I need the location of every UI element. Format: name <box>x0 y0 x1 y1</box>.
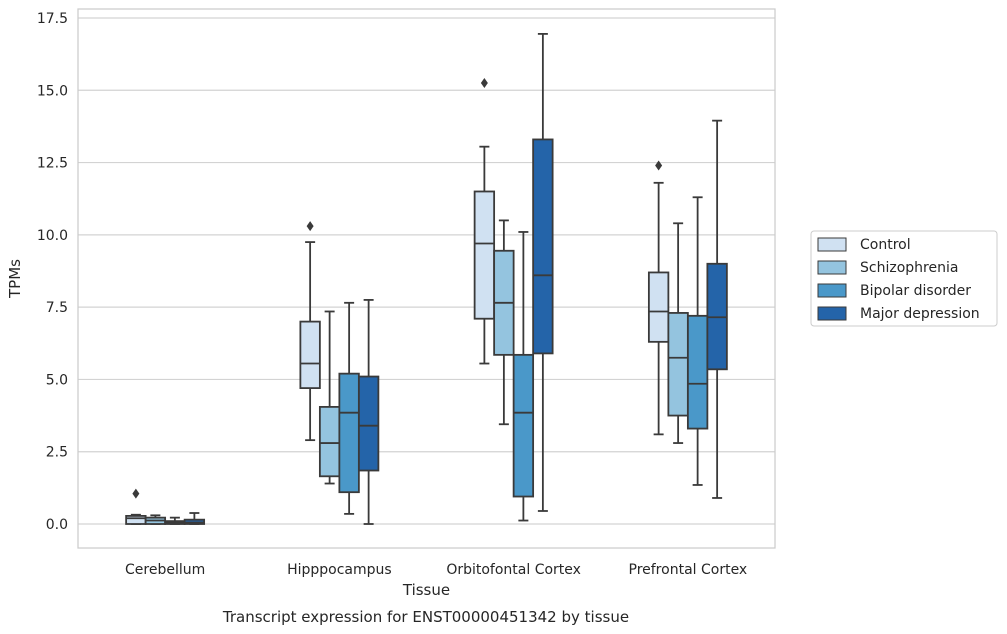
box-iqr <box>667 312 689 417</box>
legend-label: Schizophrenia <box>860 260 958 276</box>
box-major-depression <box>183 512 206 525</box>
box-iqr <box>473 190 496 320</box>
outlier-point <box>306 221 314 232</box>
y-tick-labels: 0.0 2.5 5.0 7.5 10.0 12.5 15.0 17.5 <box>37 11 68 533</box>
outlier-point <box>132 488 140 499</box>
box-control <box>647 160 670 436</box>
x-axis-label: Tissue <box>402 581 450 599</box>
x-tick-label: Cerebellum <box>125 562 205 578</box>
y-tick-label: 7.5 <box>46 300 68 316</box>
box-bipolar-disorder <box>164 516 186 525</box>
box-iqr <box>686 314 709 430</box>
legend-label: Bipolar disorder <box>860 283 971 299</box>
box-iqr <box>338 372 360 494</box>
box-iqr <box>125 515 147 525</box>
boxes <box>125 33 728 525</box>
y-tick-label: 10.0 <box>37 228 68 244</box>
box-iqr <box>299 320 321 390</box>
y-tick-label: 12.5 <box>37 156 68 172</box>
legend-swatch <box>817 283 847 298</box>
legend-swatch <box>817 306 847 321</box>
box-schizophrenia <box>318 310 341 485</box>
box-schizophrenia <box>144 514 167 525</box>
box-schizophrenia <box>493 219 515 426</box>
legend: Control Schizophrenia Bipolar disorder Majo… <box>810 230 998 327</box>
box-bipolar-disorder <box>686 196 709 486</box>
legend-swatch <box>817 260 847 275</box>
box-control <box>473 78 496 365</box>
grid-lines <box>78 17 775 525</box>
box-iqr <box>512 353 535 498</box>
legend-label: Control <box>860 237 911 253</box>
box-iqr <box>647 271 670 343</box>
y-tick-label: 0.0 <box>46 517 68 533</box>
x-tick-label: Prefrontal Cortex <box>629 562 748 578</box>
y-axis-label: TPMs <box>6 259 24 299</box>
legend-label: Major depression <box>860 306 980 322</box>
outlier-point <box>480 78 488 89</box>
box-iqr <box>318 405 341 478</box>
outlier-point <box>655 160 663 171</box>
chart-caption: Transcript expression for ENST0000045134… <box>222 608 629 626</box>
box-control <box>125 488 147 525</box>
y-tick-label: 5.0 <box>46 372 68 388</box>
y-tick-label: 2.5 <box>46 445 68 461</box>
y-tick-label: 17.5 <box>37 11 68 27</box>
y-tick-label: 15.0 <box>37 83 68 99</box>
x-tick-label: Orbitofontal Cortex <box>446 562 581 578</box>
plot-frame <box>77 8 776 549</box>
box-iqr <box>357 375 380 472</box>
box-control <box>299 221 321 442</box>
box-major-depression <box>706 119 728 499</box>
box-bipolar-disorder <box>338 301 360 515</box>
box-schizophrenia <box>667 222 689 444</box>
box-major-depression <box>532 33 554 512</box>
legend-frame <box>810 230 998 327</box>
legend-swatch <box>817 237 847 252</box>
x-tick-labels: Cerebellum Hipppocampus Orbitofontal Corte… <box>125 562 747 578</box>
box-bipolar-disorder <box>512 231 535 522</box>
box-iqr <box>532 138 554 355</box>
x-tick-label: Hipppocampus <box>287 562 392 578</box>
box-major-depression <box>357 299 380 525</box>
